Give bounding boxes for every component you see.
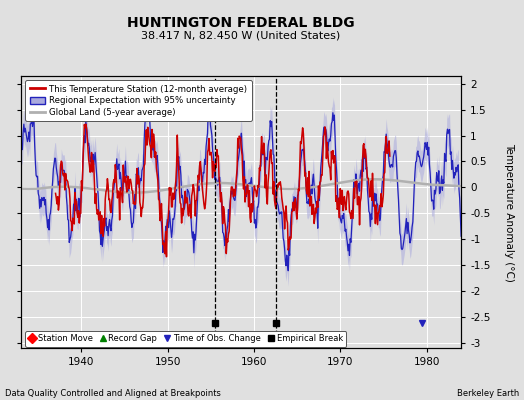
Legend: Station Move, Record Gap, Time of Obs. Change, Empirical Break: Station Move, Record Gap, Time of Obs. C… xyxy=(25,331,346,346)
Text: HUNTINGTON FEDERAL BLDG: HUNTINGTON FEDERAL BLDG xyxy=(127,16,355,30)
Text: Berkeley Earth: Berkeley Earth xyxy=(456,389,519,398)
Y-axis label: Temperature Anomaly (°C): Temperature Anomaly (°C) xyxy=(505,142,515,282)
Text: Data Quality Controlled and Aligned at Breakpoints: Data Quality Controlled and Aligned at B… xyxy=(5,389,221,398)
Text: 38.417 N, 82.450 W (United States): 38.417 N, 82.450 W (United States) xyxy=(141,30,341,40)
